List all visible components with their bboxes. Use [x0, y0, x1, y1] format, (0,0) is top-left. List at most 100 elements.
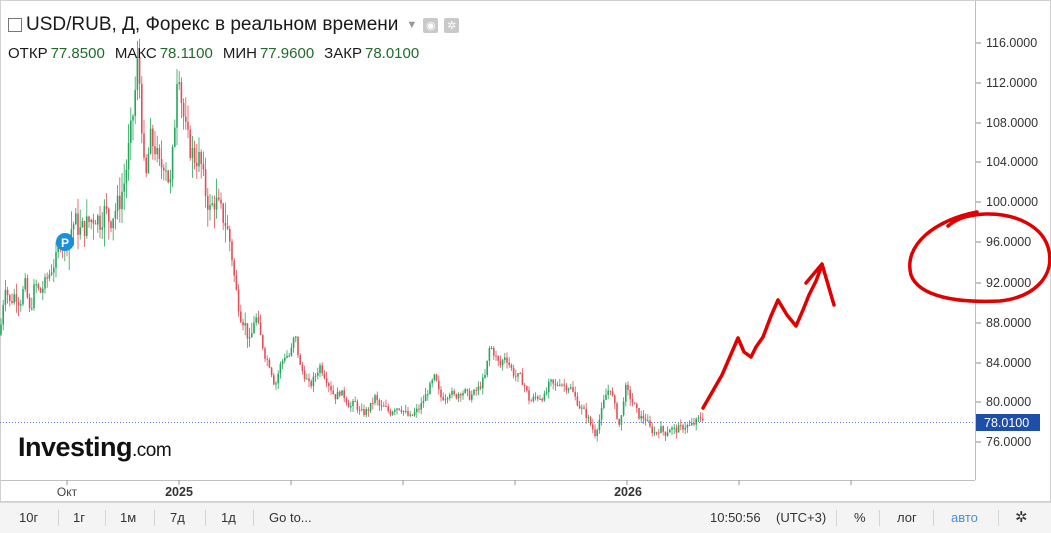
candle-body [396, 408, 398, 411]
candle-body [642, 415, 645, 419]
candle-body [682, 425, 684, 430]
candle-body [295, 336, 297, 338]
candle-body [378, 400, 381, 406]
candle-body [609, 390, 612, 392]
candle-body [114, 210, 117, 219]
candle-body [336, 391, 339, 400]
candle-body [213, 203, 216, 210]
candle-body [240, 311, 242, 322]
candle-body [596, 429, 598, 436]
candle-body [644, 418, 647, 421]
candle-body [350, 406, 352, 408]
candle-body [345, 398, 348, 403]
candle-body [198, 151, 200, 167]
candle-body [519, 373, 521, 375]
candle-body [475, 389, 477, 391]
candle-body [86, 216, 88, 236]
gear-icon[interactable]: ✲ [444, 17, 460, 33]
candle-body [226, 225, 229, 229]
chevron-down-icon[interactable]: ▼ [406, 19, 418, 31]
percent-button[interactable]: % [854, 510, 866, 525]
candle-body [79, 227, 81, 235]
candle-body [411, 414, 414, 416]
candle-body [677, 425, 680, 433]
candle-body [530, 400, 532, 402]
candle-body [372, 402, 374, 404]
candle-body [479, 386, 482, 389]
candle-body [94, 223, 97, 225]
marker-circle[interactable] [56, 233, 74, 251]
candle-body [484, 375, 486, 378]
candle-body [638, 407, 640, 419]
auto-button[interactable]: авто [951, 510, 978, 525]
candle-body [532, 396, 535, 402]
candle-body [2, 304, 4, 325]
candle-body [237, 289, 240, 312]
log-button[interactable]: лог [897, 510, 917, 525]
candle-body [697, 417, 700, 419]
candle-body [699, 417, 702, 419]
y-tick-label: 112.0000 [986, 76, 1037, 90]
candle-body [640, 415, 642, 419]
candle-body [572, 387, 574, 392]
gear-icon[interactable]: ✲ [1015, 509, 1028, 526]
candle-body [394, 410, 396, 412]
range-1y-button[interactable]: 1г [73, 510, 85, 525]
candle-body [222, 203, 224, 223]
candle-body [339, 391, 341, 396]
candle-body [510, 364, 513, 368]
candle-body [246, 323, 249, 339]
candle-body [92, 219, 95, 224]
investing-logo: Investing.com [18, 432, 172, 462]
candle-body [220, 199, 222, 204]
candle-body [376, 395, 378, 401]
candle-body [501, 360, 504, 366]
candle-body [655, 432, 658, 434]
candle-body [286, 355, 288, 358]
candle-body [464, 389, 466, 393]
collapse-icon[interactable] [8, 18, 22, 32]
candle-body [407, 410, 409, 416]
range-1m-button[interactable]: 1м [120, 510, 137, 525]
candle-body [9, 294, 11, 301]
range-1d-button[interactable]: 1д [221, 510, 236, 525]
candle-body [633, 402, 636, 405]
candle-body [457, 394, 460, 399]
candle-body [321, 365, 323, 374]
candle-body [182, 102, 185, 117]
candle-body [583, 407, 585, 409]
candle-body [647, 420, 649, 422]
range-7d-button[interactable]: 7д [170, 510, 185, 525]
goto-button[interactable]: Go to... [269, 510, 312, 525]
candle-body [444, 399, 447, 401]
candle-body [552, 379, 554, 384]
candle-body [132, 115, 134, 121]
timezone-button[interactable]: (UTC+3) [776, 510, 827, 525]
candle-body [57, 245, 59, 253]
candle-body [55, 252, 57, 268]
candle-body [160, 158, 163, 168]
candle-body [4, 289, 7, 305]
candle-body [196, 162, 198, 167]
candle-body [24, 278, 26, 290]
candle-body [585, 408, 587, 418]
candle-body [332, 390, 334, 395]
eye-icon[interactable]: ◉ [423, 17, 439, 33]
candle-body [347, 402, 350, 408]
candle-body [387, 406, 389, 411]
candle-body [273, 375, 275, 385]
candle-body [605, 394, 607, 400]
candle-body [33, 284, 35, 309]
ohlc-low: МИН 77.9600 [222, 45, 315, 62]
y-tick-label: 76.0000 [986, 435, 1031, 449]
ohlc-open: ОТКР 77.8500 [8, 45, 105, 62]
range-10y-button[interactable]: 10г [19, 510, 39, 525]
candle-body [598, 419, 601, 430]
candle-body [402, 411, 405, 413]
candle-body [121, 191, 123, 210]
candle-body [462, 392, 464, 396]
candle-body [490, 348, 493, 350]
candle-body [303, 370, 306, 379]
candle-body [211, 203, 213, 205]
